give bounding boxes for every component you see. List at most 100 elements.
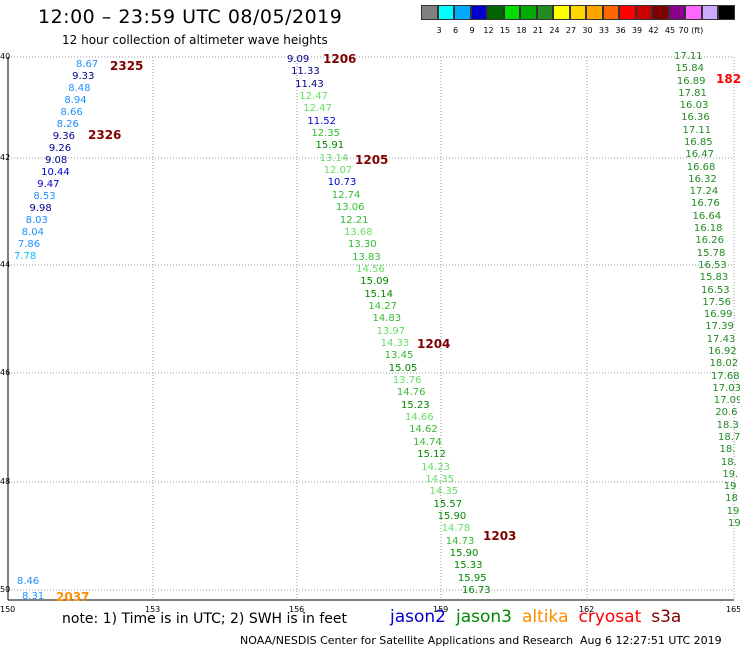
colorbar-swatch [536, 5, 553, 20]
wave-height-value: 16.18 [693, 223, 723, 235]
wave-height-value: 12.74 [331, 189, 361, 201]
wave-height-value: 19 [723, 481, 737, 493]
wave-height-value: 15.57 [433, 498, 463, 510]
wave-height-value: 16.26 [695, 235, 724, 247]
wave-height-value: 16.64 [692, 210, 722, 222]
wave-height-value: 11.43 [295, 78, 324, 90]
pass-time-label: 2325 [110, 59, 144, 73]
wave-height-value: 15.14 [364, 288, 393, 300]
wave-height-value: 12.47 [303, 103, 332, 115]
colorbar-swatch [652, 5, 669, 20]
colorbar-swatch [503, 5, 520, 20]
wave-height-value: 15.33 [453, 560, 483, 572]
wave-height-value: 15.90 [449, 547, 479, 559]
colorbar-label: 18 [516, 26, 527, 35]
wave-height-value: 8.67 [76, 59, 99, 70]
satellite-legend-item: s3a [651, 607, 682, 627]
wave-height-value: 15.12 [417, 449, 446, 461]
pass-time-label: 1205 [355, 153, 389, 167]
latitude-label: 46 [0, 368, 11, 377]
colorbar-swatch [718, 5, 735, 20]
longitude-label: 153 [145, 605, 161, 614]
wave-height-value: 8.03 [25, 215, 48, 226]
wave-height-value: 8.66 [60, 107, 83, 118]
timestamp-text: Aug 6 12:27:51 UTC 2019 [580, 634, 722, 647]
wave-height-value: 14.74 [413, 436, 442, 448]
wave-height-value: 16.47 [685, 149, 714, 161]
wave-height-value: 14.62 [409, 424, 438, 436]
wave-height-value: 18. [719, 444, 736, 456]
colorbar-swatch [685, 5, 702, 20]
colorbar-swatch [553, 5, 570, 20]
wave-height-value: 16.85 [683, 137, 713, 149]
pass-time-label: 1206 [323, 52, 357, 66]
colorbar-swatch [470, 5, 487, 20]
colorbar-label: 36 [615, 26, 626, 35]
wave-height-value: 15.84 [675, 63, 705, 75]
colorbar-swatch [569, 5, 586, 20]
wave-height-value: 12.07 [323, 165, 353, 177]
wave-height-value: 17.43 [706, 333, 736, 345]
colorbar-label: 42 [648, 26, 659, 35]
colorbar-swatch [635, 5, 652, 20]
colorbar-label: 33 [598, 26, 610, 35]
wave-height-value: 18 [725, 493, 738, 505]
wave-height-value: 12.47 [299, 91, 328, 103]
wave-height-value: 13.83 [352, 251, 381, 263]
wave-height-value: 14.73 [445, 535, 475, 547]
wave-height-value: 7.86 [17, 239, 41, 250]
wave-height-value: 16.73 [462, 585, 491, 596]
satellite-legend-item: altika [522, 607, 569, 627]
wave-height-value: 8.48 [68, 83, 91, 94]
longitude-label: 159 [433, 605, 449, 614]
wave-height-value: 13.68 [343, 226, 373, 238]
pass-time-label: 182 [716, 72, 740, 86]
colorbar-label: 15 [499, 26, 511, 35]
wave-height-value: 15.09 [360, 276, 389, 288]
wave-height-value: 15.23 [400, 399, 430, 411]
satellite-legend: jason2 jason3 altika cryosat s3a [390, 607, 691, 627]
colorbar-swatch [602, 5, 619, 20]
wave-height-value: 9.33 [72, 71, 95, 82]
longitude-label: 162 [579, 605, 595, 614]
colorbar-label: 6 [452, 26, 459, 35]
wave-height-value: 9.08 [45, 155, 68, 166]
wave-height-value: 18. [720, 456, 737, 468]
colorbar-label: 21 [532, 26, 544, 35]
wave-height-value: 16.92 [708, 345, 737, 357]
wave-height-value: 10.44 [41, 167, 70, 178]
colorbar-swatch [668, 5, 685, 20]
pass-time-label: 2037 [56, 590, 90, 604]
colorbar-swatch [421, 5, 438, 20]
wave-height-value: 8.94 [64, 95, 87, 106]
wave-height-value: 17.68 [710, 370, 740, 382]
wave-height-value: 15.78 [696, 247, 726, 259]
wave-height-value: 17.24 [689, 186, 719, 198]
wave-height-value: 18.02 [709, 358, 739, 370]
colorbar-swatch [487, 5, 504, 20]
colorbar-swatch [437, 5, 454, 20]
wave-height-value: 14.76 [396, 387, 426, 399]
wave-height-value: 8.31 [22, 591, 45, 602]
wave-height-value: 17.03 [712, 382, 740, 394]
wave-height-value: 19 [726, 505, 740, 517]
wave-height-value: 14.23 [421, 461, 450, 473]
wave-height-value: 16.53 [698, 259, 727, 271]
wave-height-value: 15.95 [457, 572, 487, 584]
wave-height-value: 19 [728, 518, 740, 529]
wave-height-value: 10.73 [327, 177, 357, 189]
wave-height-value: 13.97 [376, 325, 406, 337]
wave-height-value: 8.26 [56, 119, 79, 130]
wave-height-value: 16.32 [688, 173, 717, 185]
wave-height-value: 11.52 [307, 115, 336, 127]
colorbar-label: 70 (ft) [678, 26, 704, 35]
wave-height-value: 14.35 [429, 486, 459, 498]
wave-height-value: 12.35 [311, 128, 341, 140]
latitude-label: 42 [0, 153, 11, 162]
latitude-label: 48 [0, 477, 11, 486]
wave-height-value: 17.11 [674, 51, 703, 62]
pass-time-label: 2326 [88, 128, 122, 142]
wave-height-value: 14.66 [405, 412, 434, 424]
